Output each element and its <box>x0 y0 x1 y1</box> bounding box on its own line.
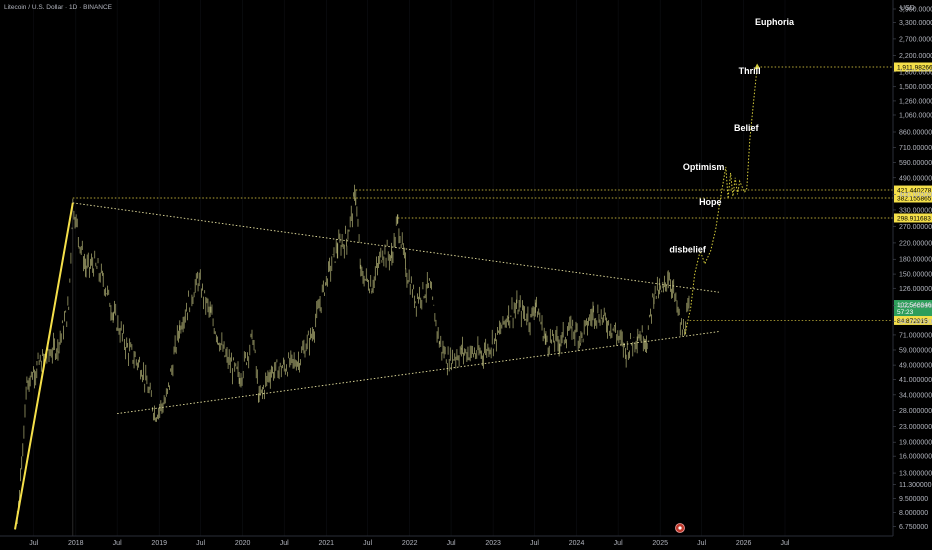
price-tick-label: 34.000000 <box>899 392 932 399</box>
price-tick-label: 150.000000 <box>899 272 932 279</box>
currency-label[interactable]: USD <box>900 5 915 12</box>
time-tick-label: 2021 <box>319 540 335 547</box>
price-tick-label: 59.000000 <box>899 347 932 354</box>
price-tick-label: 11.300000 <box>899 482 932 489</box>
time-tick-label: Jul <box>113 540 122 547</box>
price-level-badge[interactable] <box>894 315 932 325</box>
time-tick-label: 2022 <box>402 540 418 547</box>
current-price-countdown: 57:23 <box>897 309 914 316</box>
phase-label: Euphoria <box>755 17 795 27</box>
price-tick-label: 6.750000 <box>899 524 928 531</box>
price-tick-label: 41.000000 <box>899 377 932 384</box>
trendline-impulse <box>14 202 74 530</box>
price-level-label: 84.872915 <box>897 318 928 325</box>
price-tick-label: 23.000000 <box>899 424 932 431</box>
price-level-label: 1,911.982666 <box>897 64 932 71</box>
time-tick-label: Jul <box>447 540 456 547</box>
time-tick-label: Jul <box>280 540 289 547</box>
current-price-label: 102.546846 <box>897 302 932 309</box>
price-tick-label: 13.000000 <box>899 471 932 478</box>
price-level-badge[interactable] <box>894 185 932 195</box>
price-tick-label: 330.000000 <box>899 207 932 214</box>
trendline-upper <box>72 202 720 293</box>
price-level-label: 298.911683 <box>897 215 931 222</box>
projection-arrowhead <box>754 63 761 70</box>
event-marker-icon[interactable] <box>675 523 685 533</box>
price-tick-label: 1,800.000000 <box>899 69 932 76</box>
price-tick-label: 19.000000 <box>899 440 932 447</box>
time-tick-label: Jul <box>363 540 372 547</box>
price-level-badge[interactable] <box>894 62 932 72</box>
price-tick-label: 1,500.000000 <box>899 84 932 91</box>
price-tick-label: 28.000000 <box>899 408 932 415</box>
projection-path <box>684 63 761 334</box>
price-tick-label: 490.000000 <box>899 175 932 182</box>
price-level-badge[interactable] <box>894 213 932 223</box>
phase-annotations: Euphoria Thrill Belief Optimism Hope disbelie… <box>669 17 795 255</box>
time-tick-label: 2018 <box>68 540 84 547</box>
time-tick-label: 2019 <box>151 540 167 547</box>
price-tick-label: 860.000000 <box>899 130 932 137</box>
time-tick-label: Jul <box>781 540 790 547</box>
grid <box>33 0 786 536</box>
symbol-title: Litecoin / U.S. Dollar · 1D · BINANCE <box>4 4 113 11</box>
price-tick-label: 270.000000 <box>899 224 932 231</box>
price-tick-label: 590.000000 <box>899 160 932 167</box>
price-tick-label: 49.000000 <box>899 363 932 370</box>
price-tick-label: 180.000000 <box>899 257 932 264</box>
price-level-label: 382.155865 <box>897 195 932 202</box>
phase-label: Hope <box>699 197 722 207</box>
price-tick-label: 9.500000 <box>899 496 928 503</box>
projection-polyline <box>684 67 758 334</box>
price-tick-label: 1,060.000000 <box>899 112 932 119</box>
price-tick-label: 3,900.000000 <box>899 7 932 14</box>
price-tick-label: 710.000000 <box>899 145 932 152</box>
price-level-label: 421.440278 <box>897 188 932 195</box>
price-tick-label: 8.000000 <box>899 510 928 517</box>
price-level-badge[interactable] <box>894 193 932 203</box>
phase-label: Belief <box>734 123 760 133</box>
trendlines <box>14 202 720 530</box>
price-tick-label: 1,260.000000 <box>899 98 932 105</box>
time-tick-label: 2023 <box>485 540 501 547</box>
price-tick-label: 102.000000 <box>899 303 932 310</box>
price-tick-label: 71.000000 <box>899 332 932 339</box>
price-series <box>16 184 690 524</box>
time-tick-label: Jul <box>29 540 38 547</box>
time-axis[interactable]: Jul 2018 Jul 2019 Jul 2020 Jul 2021 Jul 2022 Jul 20… <box>29 540 790 547</box>
time-tick-label: 2026 <box>736 540 752 547</box>
price-tick-label: 16.000000 <box>899 454 932 461</box>
price-tick-label: 2,700.000000 <box>899 36 932 43</box>
time-tick-label: Jul <box>530 540 539 547</box>
price-axis[interactable]: 3,900.000000 3,300.000000 2,700.000000 2,20… <box>893 7 932 531</box>
time-tick-label: Jul <box>196 540 205 547</box>
price-tick-label: 2,200.000000 <box>899 53 932 60</box>
price-tick-label: 220.000000 <box>899 240 932 247</box>
time-tick-label: Jul <box>614 540 623 547</box>
price-tick-label: 84.000000 <box>899 319 932 326</box>
price-tick-label: 126.000000 <box>899 286 932 293</box>
phase-label: Optimism <box>683 162 725 172</box>
time-tick-label: 2020 <box>235 540 251 547</box>
time-tick-label: 2025 <box>652 540 668 547</box>
phase-label: Thrill <box>739 66 761 76</box>
phase-label: disbelief <box>669 245 707 255</box>
price-tick-label: 400.000000 <box>899 192 932 199</box>
time-tick-label: Jul <box>697 540 706 547</box>
price-tick-label: 3,300.000000 <box>899 20 932 27</box>
time-tick-label: 2024 <box>569 540 585 547</box>
current-price-badge[interactable] <box>894 300 932 317</box>
